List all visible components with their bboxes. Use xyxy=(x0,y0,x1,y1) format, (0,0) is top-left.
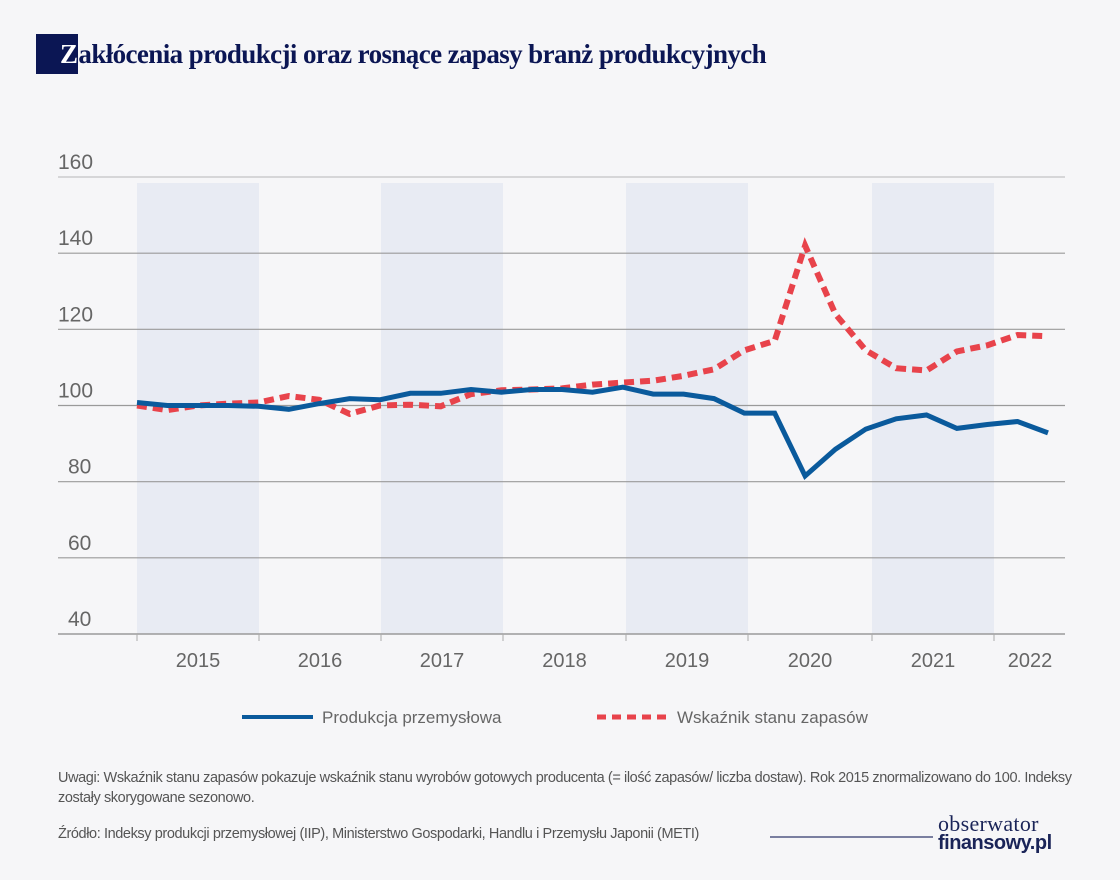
logo-line-1: obserwator xyxy=(938,811,1039,836)
year-band-2021 xyxy=(872,183,994,634)
x-tick-label: 2016 xyxy=(298,650,343,672)
source-divider xyxy=(770,836,933,838)
year-band-2019 xyxy=(626,183,748,634)
chart-title: Zakłócenia produkcji oraz rosnące zapasy… xyxy=(36,34,767,74)
series-line-inventory-index xyxy=(136,237,1049,418)
series-line-industrial-production xyxy=(136,384,1049,481)
series-lines xyxy=(136,237,1049,481)
x-tick-label: 2019 xyxy=(665,650,710,672)
y-tick-label: 120 xyxy=(58,303,93,326)
x-tick-label: 2015 xyxy=(176,650,221,672)
title-initial: Z xyxy=(36,34,79,74)
x-tick-label: 2021 xyxy=(911,650,956,672)
y-tick-label: 60 xyxy=(68,532,91,555)
legend-label: Produkcja przemysłowa xyxy=(322,708,502,727)
logo-line-2: finansowy.pl xyxy=(938,832,1052,854)
title-text: akłócenia produkcji oraz rosnące zapasy … xyxy=(78,39,767,69)
y-tick-label: 100 xyxy=(58,380,93,403)
chart-note: Uwagi: Wskaźnik stanu zapasów pokazuje w… xyxy=(58,770,1072,806)
x-tick-label: 2018 xyxy=(542,650,587,672)
legend-label: Wskaźnik stanu zapasów xyxy=(677,708,869,727)
chart-source: Źródło: Indeksy produkcji przemysłowej (… xyxy=(58,826,699,842)
y-tick-label: 80 xyxy=(68,456,91,479)
year-bands xyxy=(137,183,994,634)
x-axis: 2015 2016 2017 2018 2019 2020 2021 2022 xyxy=(136,634,1053,672)
x-tick-label: 2017 xyxy=(420,650,465,672)
publisher-logo: obserwator finansowy.pl xyxy=(938,811,1078,854)
x-tick-label: 2022 xyxy=(1008,650,1053,672)
y-axis-ticks: 160 140 120 100 80 60 40 xyxy=(58,151,93,631)
y-tick-label: 40 xyxy=(68,608,91,631)
legend: Produkcja przemysłowa Wskaźnik stanu zapa… xyxy=(242,708,869,727)
y-tick-label: 160 xyxy=(58,151,93,174)
y-tick-label: 140 xyxy=(58,227,93,250)
x-tick-label: 2020 xyxy=(788,650,833,672)
